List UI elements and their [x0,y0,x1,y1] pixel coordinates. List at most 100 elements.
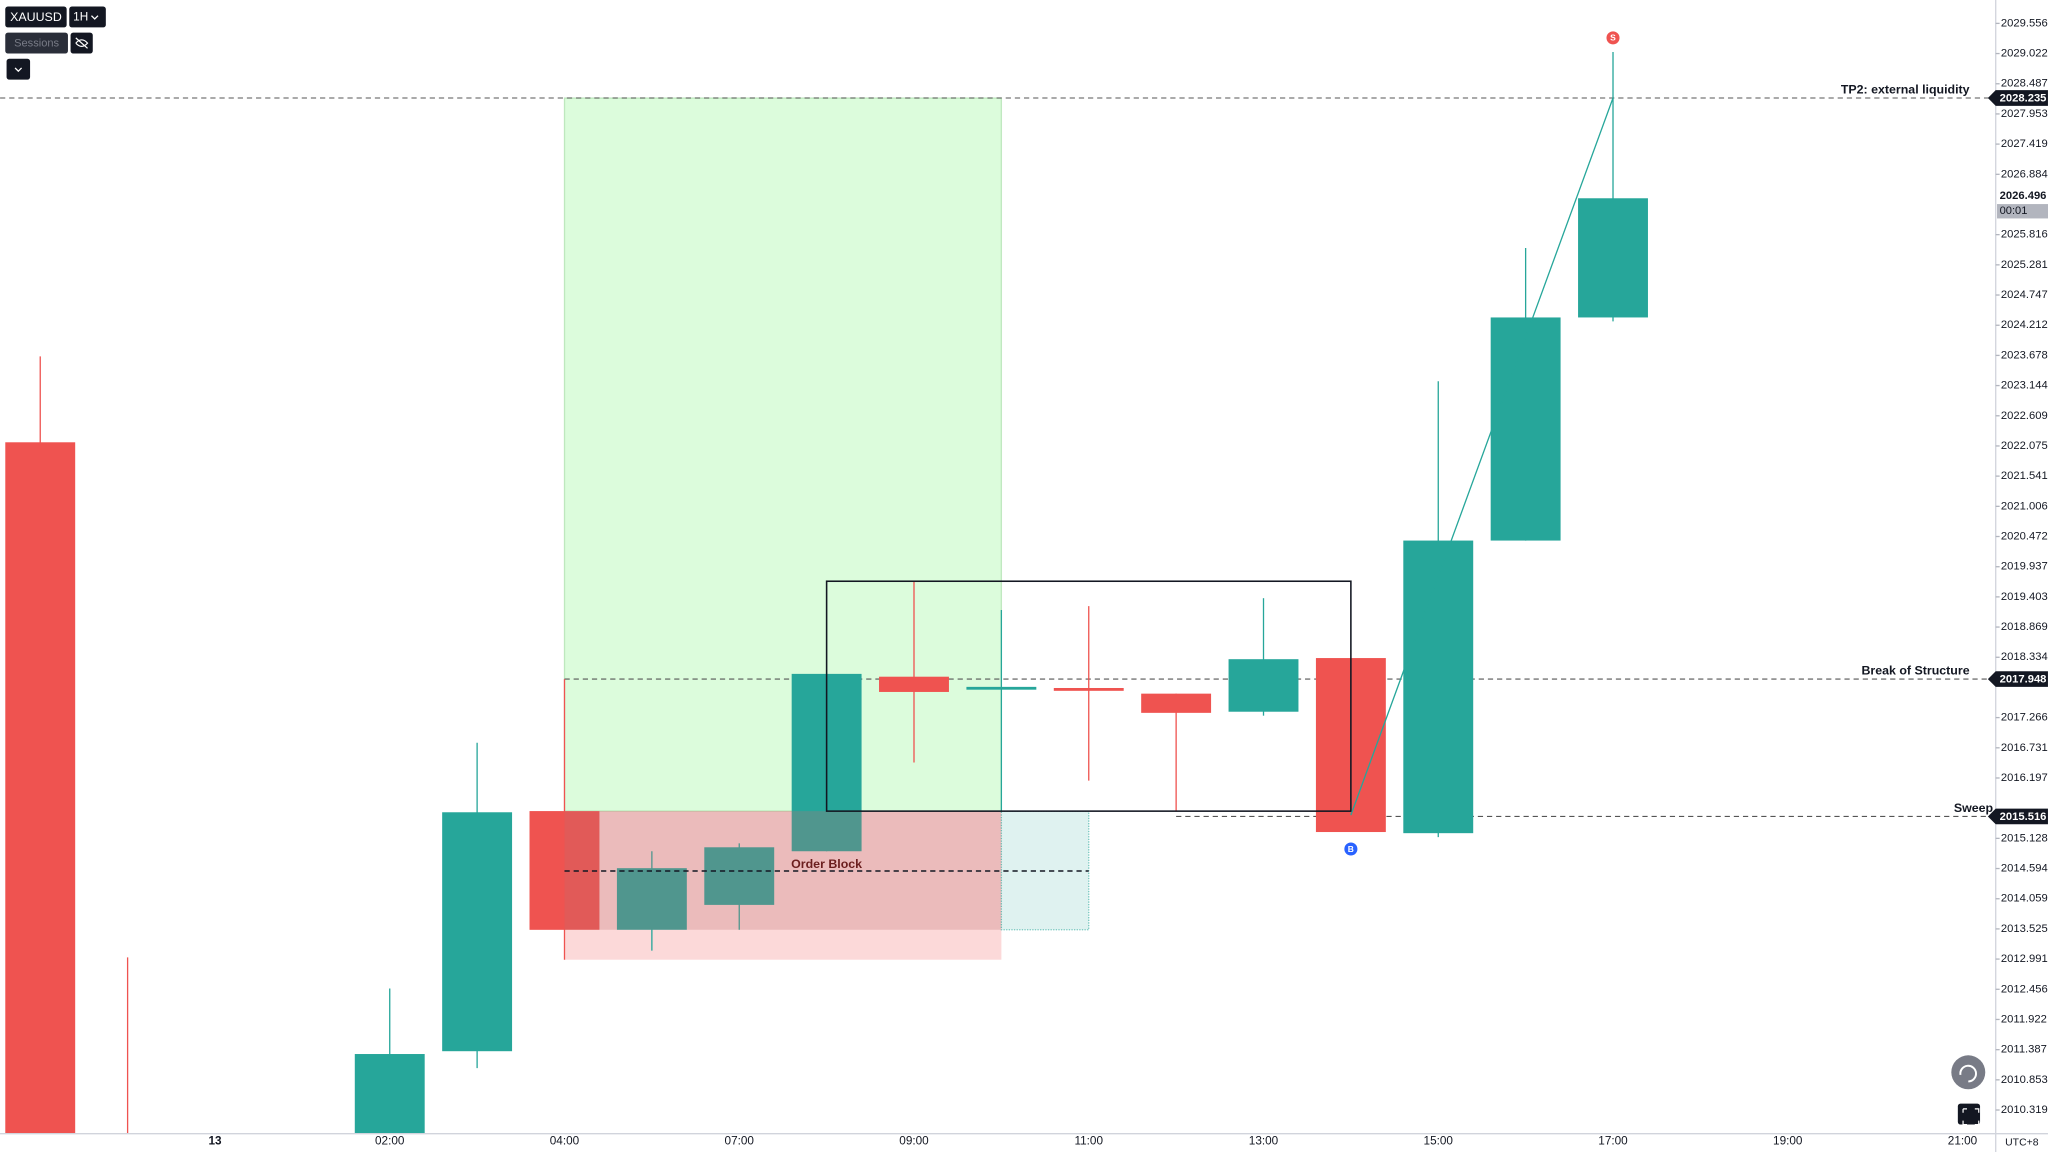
interval-button[interactable] [69,6,106,28]
y-tick-label: 2024.212 [2001,319,2048,331]
y-tick-label: 2019.937 [2001,561,2048,573]
candle-body [1578,198,1648,318]
y-tick-label: 2011.922 [2001,1013,2047,1025]
price-tag [1987,90,2048,106]
timezone[interactable]: UTC+8 [2005,1138,2039,1149]
y-tick-label: 2016.197 [2001,772,2048,784]
symbol-button[interactable] [5,6,67,28]
eye-icon [75,37,89,49]
trade-path [1350,97,1614,816]
sessions: Sessions [14,38,59,50]
candle-body [442,812,513,1052]
candle-body [354,1054,425,1134]
x-tick-label: 13 [208,1135,222,1148]
profit-zone [563,97,1003,812]
countdown: 00:01 [2000,205,2028,217]
y-tick-label: 2014.059 [2001,893,2048,905]
plot-area: Order Block B S [0,31,1996,1134]
x-tick-label: 11:00 [1074,1135,1103,1148]
y-tick-label: 2023.144 [2001,380,2048,392]
interval: 1H [73,11,88,24]
price-tag-label: 2017.948 [2000,674,2047,686]
order-block-label: Order Block [791,857,862,871]
chevron [14,67,23,73]
y-tick-label: 2029.022 [2001,48,2048,60]
x-tick-label: 19:00 [1773,1135,1803,1148]
y-tick-label: 2016.731 [2001,742,2048,754]
axes: 2029.556 2029.022 2028.487 2027.953 2027.419… [208,17,2047,1147]
candle-body [879,676,949,692]
last-price-tag [1997,188,2048,205]
collapse-button[interactable] [6,58,31,80]
signal-label: B [1348,844,1354,854]
candle-body [1141,693,1212,713]
level-label: Break of Structure [1861,664,1969,678]
y-tick-label: 2022.075 [2001,440,2048,452]
y-tick-label: 2028.487 [2001,78,2048,90]
y-tick-label: 2010.853 [2001,1074,2048,1086]
sessions-button[interactable] [5,32,68,54]
candle-body [1053,687,1124,691]
candle-body [1228,659,1299,712]
price-tag-label: 2015.516 [2000,811,2047,823]
y-tick-label: 2025.281 [2001,259,2048,271]
y-tick-label: 2012.456 [2001,983,2048,995]
reset-button[interactable] [1951,1055,1986,1090]
y-tick-label: 2029.556 [2001,17,2048,29]
level-label: TP2: external liquidity [1841,82,1970,96]
x-tick-label: 09:00 [899,1135,929,1148]
range-box [825,580,1352,812]
y-tick-label: 2019.403 [2001,591,2048,603]
x-tick-label: 13:00 [1249,1135,1279,1148]
screenshot-icon [1962,1108,1980,1126]
y-tick-label: 2010.319 [2001,1104,2048,1116]
candle-body [5,442,76,1134]
y-tick-label: 2014.594 [2001,862,2048,874]
signal-marker [1606,31,1620,45]
symbol: XAUUSD [10,10,62,24]
chevron [91,15,99,20]
y-tick-label: 2020.472 [2001,530,2048,542]
reset-icon [1959,1064,1977,1083]
y-tick-label: 2021.541 [2001,470,2048,482]
y-tick-label: 2013.525 [2001,923,2048,935]
y-tick-label: 2024.747 [2001,289,2048,301]
candle-body [704,847,775,905]
y-tick-label: 2027.419 [2001,138,2048,150]
y-tick-label: 2018.334 [2001,651,2048,663]
candle-body [1403,540,1474,834]
y-tick-label: 2011.387 [2001,1044,2047,1056]
candle-body [616,868,687,930]
candle-body [1490,317,1561,541]
x-tick-label: 17:00 [1598,1135,1628,1148]
price-tag [1987,808,2048,825]
chart-buttons [1951,1055,1986,1126]
y-tick-label: 2022.609 [2001,410,2048,422]
y-tick-label: 2025.816 [2001,229,2048,241]
y-tick-label: 2017.266 [2001,712,2048,724]
x-tick-label: 21:00 [1948,1135,1978,1148]
y-tick-label: 2015.128 [2001,832,2048,844]
price-tag-label: 2028.235 [2000,93,2047,105]
signal-marker [1344,842,1358,856]
screenshot-button[interactable] [1957,1103,1981,1125]
y-tick-label: 2018.869 [2001,621,2048,633]
y-tick-label: 2026.884 [2001,168,2048,180]
toolbar: XAUUSD 1H Sessions [5,6,106,80]
x-tick-label: 07:00 [725,1135,755,1148]
x-tick-label: 15:00 [1424,1135,1454,1148]
countdown-bg [1997,204,2048,219]
order-block [564,811,1002,930]
signal-label: S [1610,33,1616,43]
y-tick-label: 2012.991 [2001,953,2048,965]
y-tick-label: 2021.006 [2001,500,2048,512]
order-block [529,811,565,930]
last-price: 2026.496 [2000,190,2047,202]
level-label: Sweep [1954,801,1994,815]
price-tag [1987,671,2048,687]
x-tick-label: 02:00 [375,1135,405,1148]
x-tick-label: 04:00 [550,1135,580,1148]
